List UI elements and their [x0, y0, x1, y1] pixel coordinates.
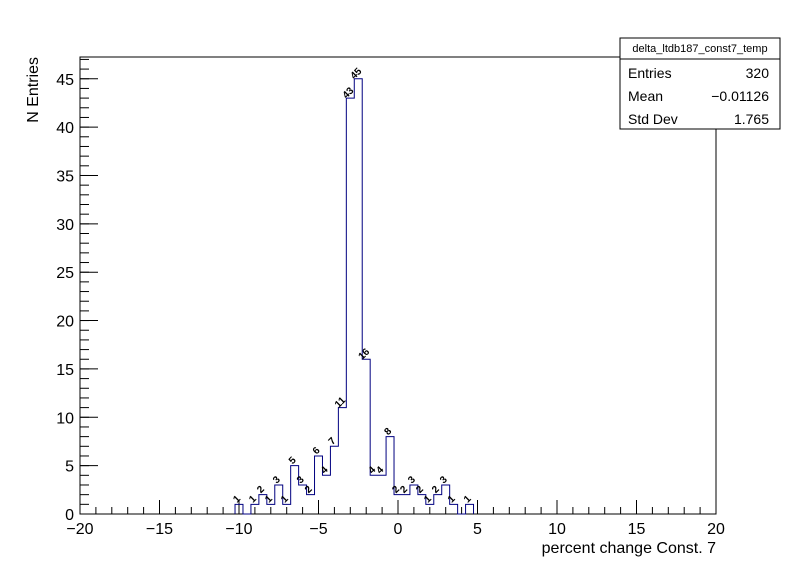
- x-tick-label: 0: [394, 521, 403, 538]
- bin-count-label: 2: [255, 484, 267, 496]
- x-minor-ticks: [79, 507, 717, 514]
- y-tick-labels: 0 5 10 15 20 25 30 35 40 45: [56, 72, 74, 524]
- y-tick-label: 40: [56, 120, 74, 137]
- y-tick-label: 15: [56, 362, 74, 379]
- bin-count-label: 5: [287, 455, 299, 467]
- bin-count-label: 2: [303, 484, 315, 496]
- y-tick-label: 0: [65, 507, 74, 524]
- bin-count-label: 3: [271, 474, 283, 486]
- stats-entries-label: Entries: [628, 65, 672, 81]
- x-major-ticks: [79, 500, 717, 514]
- histogram-bin: [386, 437, 394, 514]
- bin-count-label: 3: [295, 474, 307, 486]
- stats-box-title: delta_ltdb187_const7_temp: [632, 43, 767, 55]
- stats-mean-label: Mean: [628, 88, 663, 104]
- x-tick-labels: −20 −15 −10 −5 0 5 10 15 20: [66, 521, 725, 538]
- y-tick-label: 20: [56, 314, 74, 331]
- x-tick-label: −15: [146, 521, 173, 538]
- bin-count-label: 3: [438, 474, 450, 486]
- histogram-bin: [322, 475, 330, 514]
- y-tick-label: 30: [56, 217, 74, 234]
- histogram-bin: [466, 504, 474, 514]
- y-tick-label: 35: [56, 168, 74, 185]
- histogram-bin: [402, 495, 410, 514]
- stats-stddev-value: 1.765: [734, 111, 769, 127]
- histogram-outline: [234, 78, 475, 515]
- x-tick-label: 20: [707, 521, 725, 538]
- histogram-bin: [362, 359, 370, 514]
- y-axis-title: N Entries: [25, 57, 42, 123]
- histogram-bin: [307, 495, 315, 514]
- bin-count-label: 1: [247, 493, 259, 505]
- bin-count-label: 6: [311, 445, 323, 457]
- x-tick-label: −10: [225, 521, 252, 538]
- histogram-bin: [338, 408, 346, 514]
- histogram-bin: [354, 79, 362, 514]
- stats-mean-value: −0.01126: [711, 88, 769, 104]
- bin-count-label: 1: [263, 493, 275, 505]
- bin-count-label: 1: [231, 493, 243, 505]
- bin-count-label: 8: [382, 426, 394, 438]
- bin-count-label: 4: [319, 464, 331, 476]
- bin-count-label: 1: [462, 493, 474, 505]
- stats-box: delta_ltdb187_const7_temp Entries 320 Me…: [619, 37, 781, 130]
- x-tick-label: 15: [628, 521, 646, 538]
- x-tick-label: −5: [309, 521, 327, 538]
- x-tick-label: 10: [548, 521, 566, 538]
- y-tick-label: 5: [65, 459, 74, 476]
- bin-count-label: 2: [430, 484, 442, 496]
- bin-count-label: 1: [422, 493, 434, 505]
- bin-count-label: 2: [414, 484, 426, 496]
- histogram-bin: [346, 98, 354, 514]
- stats-stddev-label: Std Dev: [628, 111, 678, 127]
- histogram-bin: [370, 475, 378, 514]
- histogram-bins: [235, 79, 474, 514]
- y-major-ticks: [80, 78, 98, 515]
- y-tick-label: 45: [56, 72, 74, 89]
- bin-count-label: 1: [279, 493, 291, 505]
- y-tick-label: 25: [56, 265, 74, 282]
- bin-count-label: 7: [327, 435, 339, 447]
- bin-count-label: 1: [446, 493, 458, 505]
- bin-count-label: 4: [374, 464, 386, 476]
- x-tick-label: −20: [66, 521, 93, 538]
- bin-count-label: 3: [406, 474, 418, 486]
- y-tick-label: 10: [56, 410, 74, 427]
- x-tick-label: 5: [473, 521, 482, 538]
- bin-count-label: 2: [398, 484, 410, 496]
- histogram-bin: [434, 495, 442, 514]
- x-axis-title: percent change Const. 7: [542, 540, 716, 557]
- histogram-bin: [450, 504, 458, 514]
- histogram-bin: [291, 466, 299, 514]
- histogram-bin: [330, 446, 338, 514]
- stats-entries-value: 320: [746, 65, 770, 81]
- stats-box-frame: [619, 37, 781, 130]
